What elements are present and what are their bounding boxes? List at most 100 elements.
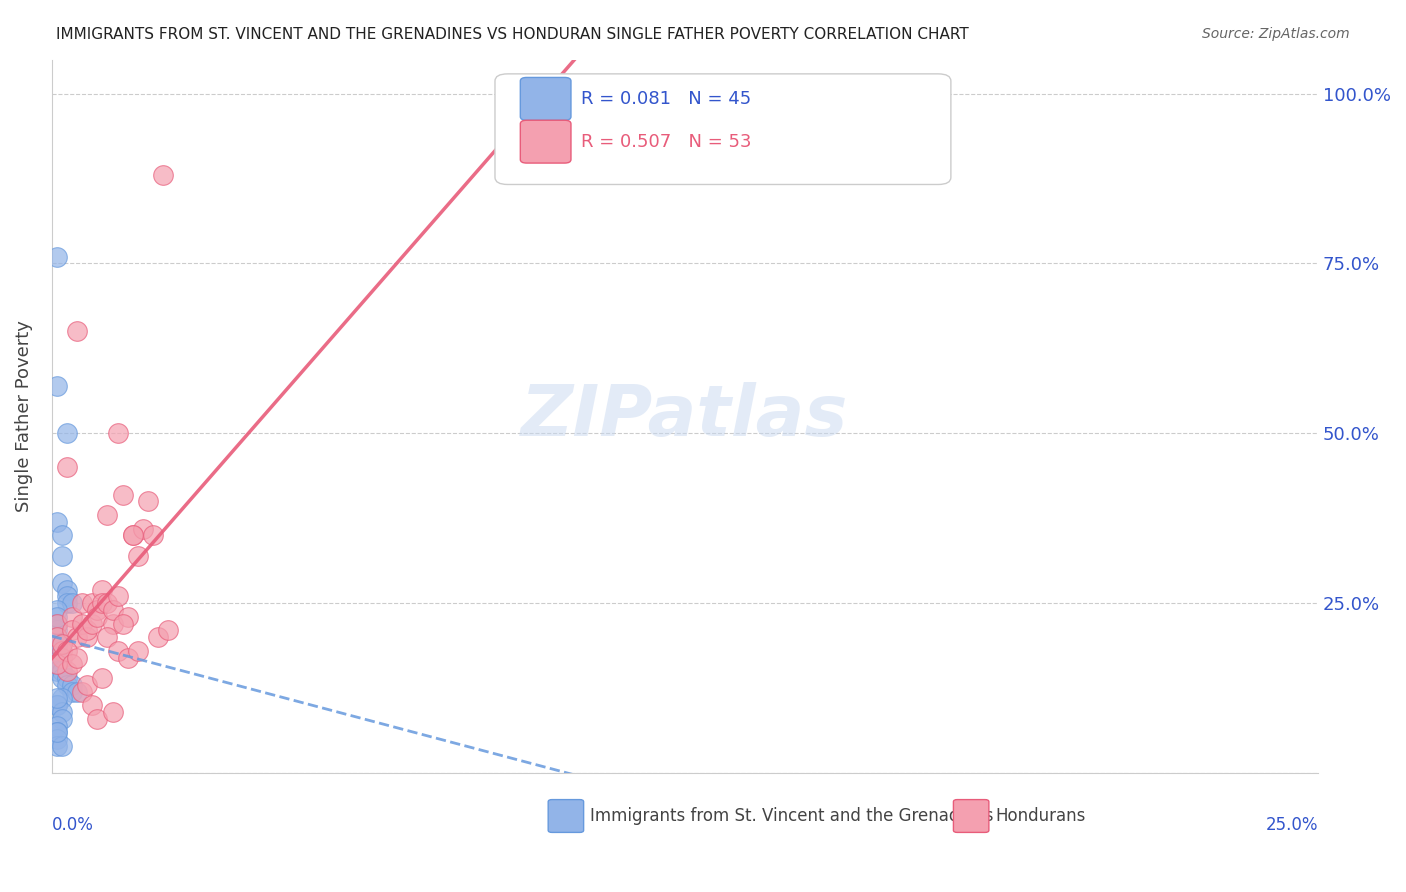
Point	[56, 596, 79, 610]
Point	[45, 657, 67, 672]
Point	[45, 732, 67, 747]
Point	[45, 624, 67, 638]
Text: Hondurans: Hondurans	[995, 807, 1085, 825]
Point	[70, 596, 93, 610]
Point	[121, 528, 143, 542]
Point	[82, 596, 104, 610]
Point	[56, 460, 79, 475]
Point	[51, 739, 73, 753]
Point	[91, 671, 114, 685]
Point	[56, 665, 79, 679]
Point	[136, 494, 159, 508]
Point	[70, 684, 93, 698]
Point	[60, 657, 83, 672]
Point	[142, 528, 165, 542]
Point	[60, 678, 83, 692]
Text: ZIPatlas: ZIPatlas	[522, 382, 849, 450]
Text: R = 0.507   N = 53: R = 0.507 N = 53	[581, 133, 752, 151]
Point	[45, 725, 67, 739]
Point	[60, 610, 83, 624]
Point	[101, 603, 124, 617]
Point	[56, 644, 79, 658]
Point	[45, 603, 67, 617]
Point	[51, 665, 73, 679]
Point	[45, 698, 67, 713]
Point	[157, 624, 180, 638]
Point	[56, 426, 79, 441]
Point	[101, 705, 124, 719]
Point	[82, 616, 104, 631]
Point	[51, 549, 73, 563]
Point	[51, 528, 73, 542]
Point	[45, 650, 67, 665]
Y-axis label: Single Father Poverty: Single Father Poverty	[15, 320, 32, 512]
Point	[82, 698, 104, 713]
Point	[45, 725, 67, 739]
Point	[56, 582, 79, 597]
Point	[132, 522, 155, 536]
Point	[96, 630, 118, 644]
Point	[127, 644, 149, 658]
Point	[45, 691, 67, 706]
Point	[96, 596, 118, 610]
Point	[51, 691, 73, 706]
Point	[56, 671, 79, 685]
FancyBboxPatch shape	[548, 799, 583, 832]
Point	[45, 610, 67, 624]
Point	[45, 616, 67, 631]
Point	[56, 590, 79, 604]
Point	[45, 616, 67, 631]
Point	[45, 665, 67, 679]
Point	[66, 650, 89, 665]
Point	[45, 637, 67, 651]
Text: 0.0%: 0.0%	[52, 816, 94, 834]
Point	[152, 168, 174, 182]
Point	[96, 508, 118, 522]
Point	[146, 630, 169, 644]
Point	[76, 630, 98, 644]
Point	[66, 325, 89, 339]
Point	[111, 487, 134, 501]
Text: Immigrants from St. Vincent and the Grenadines: Immigrants from St. Vincent and the Gren…	[591, 807, 994, 825]
Point	[56, 678, 79, 692]
Point	[45, 630, 67, 644]
Point	[45, 637, 67, 651]
Point	[86, 603, 108, 617]
Point	[91, 596, 114, 610]
Point	[60, 624, 83, 638]
Point	[51, 650, 73, 665]
Point	[66, 630, 89, 644]
Point	[45, 379, 67, 393]
Text: Source: ZipAtlas.com: Source: ZipAtlas.com	[1202, 27, 1350, 41]
Text: R = 0.081   N = 45: R = 0.081 N = 45	[581, 90, 751, 108]
Point	[66, 684, 89, 698]
Point	[45, 739, 67, 753]
Point	[91, 582, 114, 597]
Point	[51, 637, 73, 651]
Point	[45, 630, 67, 644]
Point	[76, 624, 98, 638]
Point	[121, 528, 143, 542]
Point	[107, 426, 129, 441]
Point	[107, 644, 129, 658]
Point	[45, 657, 67, 672]
Point	[117, 610, 139, 624]
Point	[45, 637, 67, 651]
Point	[45, 515, 67, 529]
Point	[76, 678, 98, 692]
Point	[60, 596, 83, 610]
Point	[51, 671, 73, 685]
Point	[86, 712, 108, 726]
Point	[45, 718, 67, 732]
FancyBboxPatch shape	[520, 120, 571, 163]
Point	[111, 616, 134, 631]
Point	[127, 549, 149, 563]
Point	[51, 705, 73, 719]
FancyBboxPatch shape	[953, 799, 988, 832]
Point	[45, 644, 67, 658]
Point	[45, 250, 67, 264]
Point	[101, 616, 124, 631]
FancyBboxPatch shape	[520, 78, 571, 120]
Point	[51, 712, 73, 726]
Point	[51, 575, 73, 590]
